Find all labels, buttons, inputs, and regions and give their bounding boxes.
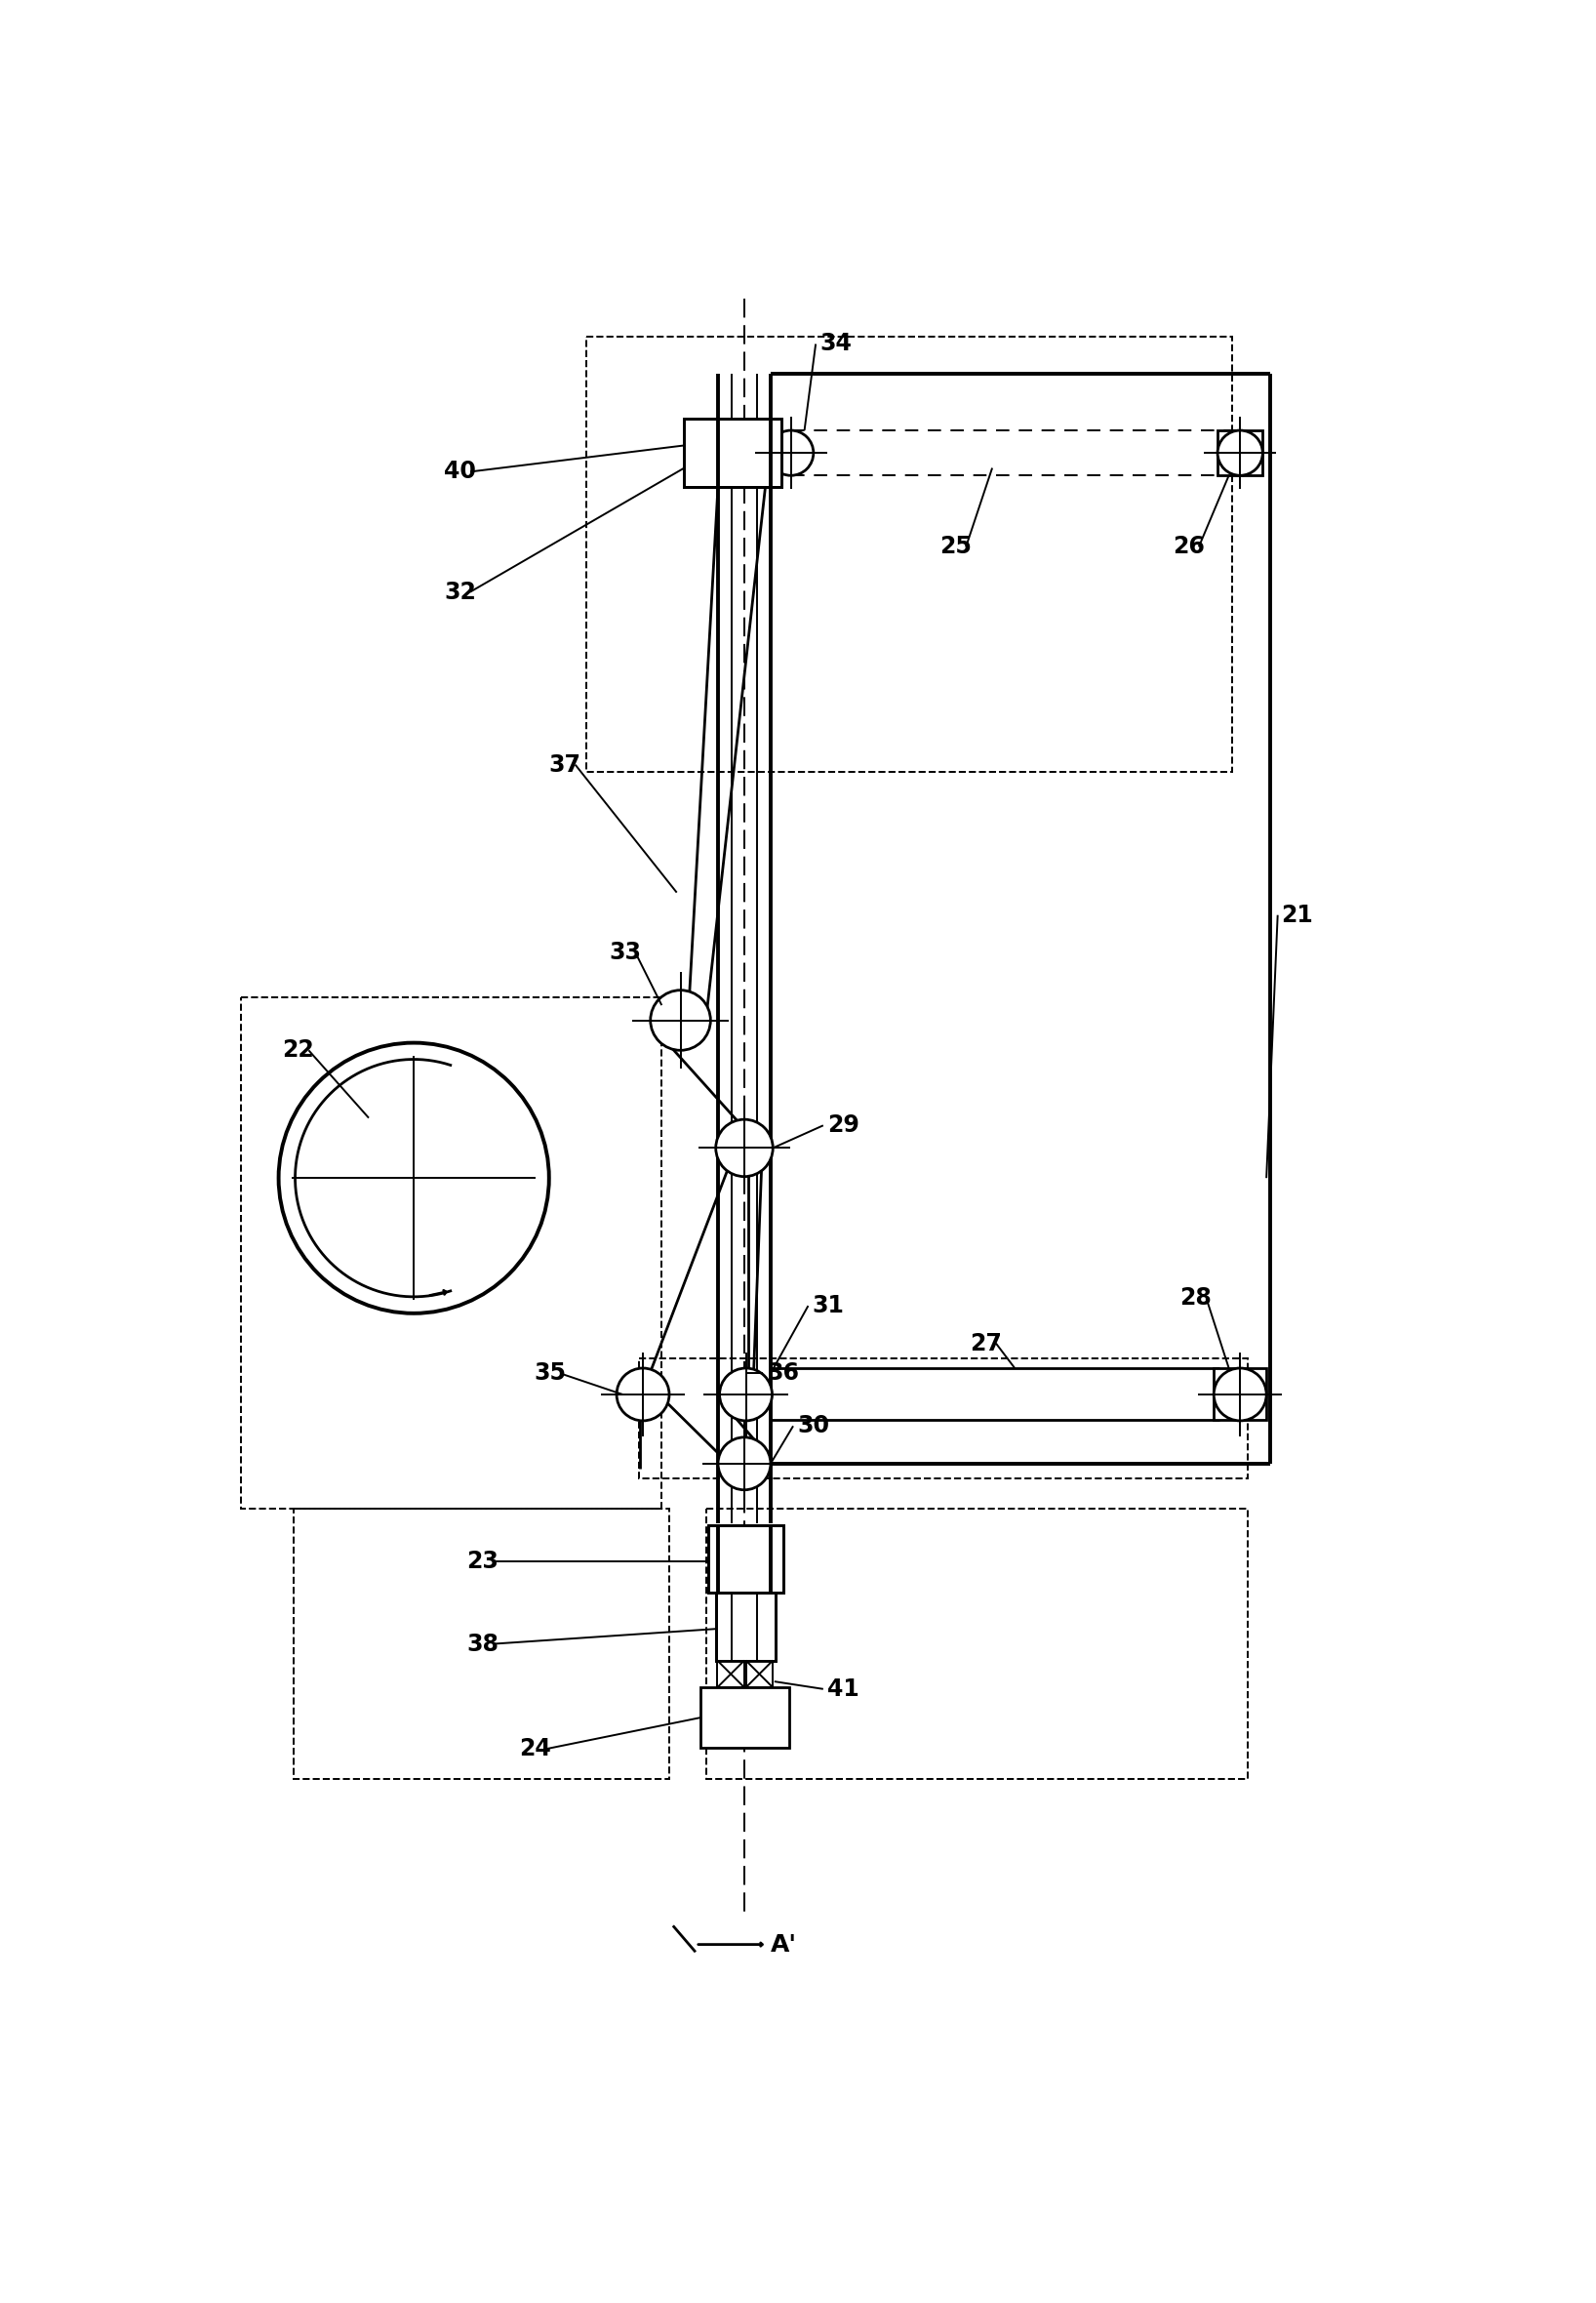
Bar: [707, 1508, 1248, 1780]
Bar: [638, 1359, 1248, 1479]
Bar: [587, 336, 1232, 772]
Text: 40: 40: [444, 461, 476, 484]
Bar: [709, 1525, 784, 1594]
Text: 28: 28: [1179, 1287, 1211, 1310]
Circle shape: [768, 431, 814, 474]
Text: 27: 27: [970, 1331, 1002, 1354]
Bar: [715, 1594, 776, 1660]
Bar: [685, 419, 782, 486]
Bar: [1218, 431, 1262, 474]
Bar: [701, 1688, 790, 1748]
Bar: [1215, 1368, 1266, 1421]
Text: 38: 38: [466, 1633, 498, 1656]
Bar: [241, 997, 662, 1508]
Text: 36: 36: [766, 1361, 800, 1384]
Text: 24: 24: [519, 1736, 551, 1762]
Text: 33: 33: [610, 942, 642, 965]
Circle shape: [1218, 431, 1262, 474]
Text: A': A': [771, 1932, 796, 1955]
Text: 32: 32: [444, 580, 476, 603]
Circle shape: [715, 1119, 772, 1177]
Text: 23: 23: [466, 1550, 498, 1573]
Text: 35: 35: [535, 1361, 567, 1384]
Text: 25: 25: [940, 534, 972, 560]
Text: 37: 37: [549, 753, 581, 776]
Circle shape: [1215, 1368, 1266, 1421]
Text: 22: 22: [282, 1039, 314, 1062]
Text: 34: 34: [819, 332, 852, 355]
Circle shape: [718, 1437, 771, 1490]
Text: 41: 41: [827, 1677, 859, 1700]
Text: 29: 29: [827, 1115, 859, 1138]
Bar: [745, 1660, 772, 1688]
Bar: [709, 1525, 784, 1594]
Circle shape: [720, 1368, 772, 1421]
Circle shape: [616, 1368, 669, 1421]
Bar: [717, 1660, 744, 1688]
Text: 21: 21: [1282, 903, 1314, 926]
Text: 30: 30: [796, 1414, 828, 1437]
Text: 31: 31: [812, 1294, 844, 1317]
Bar: [715, 1594, 776, 1660]
Text: 26: 26: [1173, 534, 1205, 560]
Circle shape: [651, 990, 710, 1050]
Bar: [685, 419, 782, 486]
Circle shape: [279, 1043, 549, 1313]
Bar: [294, 1508, 669, 1780]
